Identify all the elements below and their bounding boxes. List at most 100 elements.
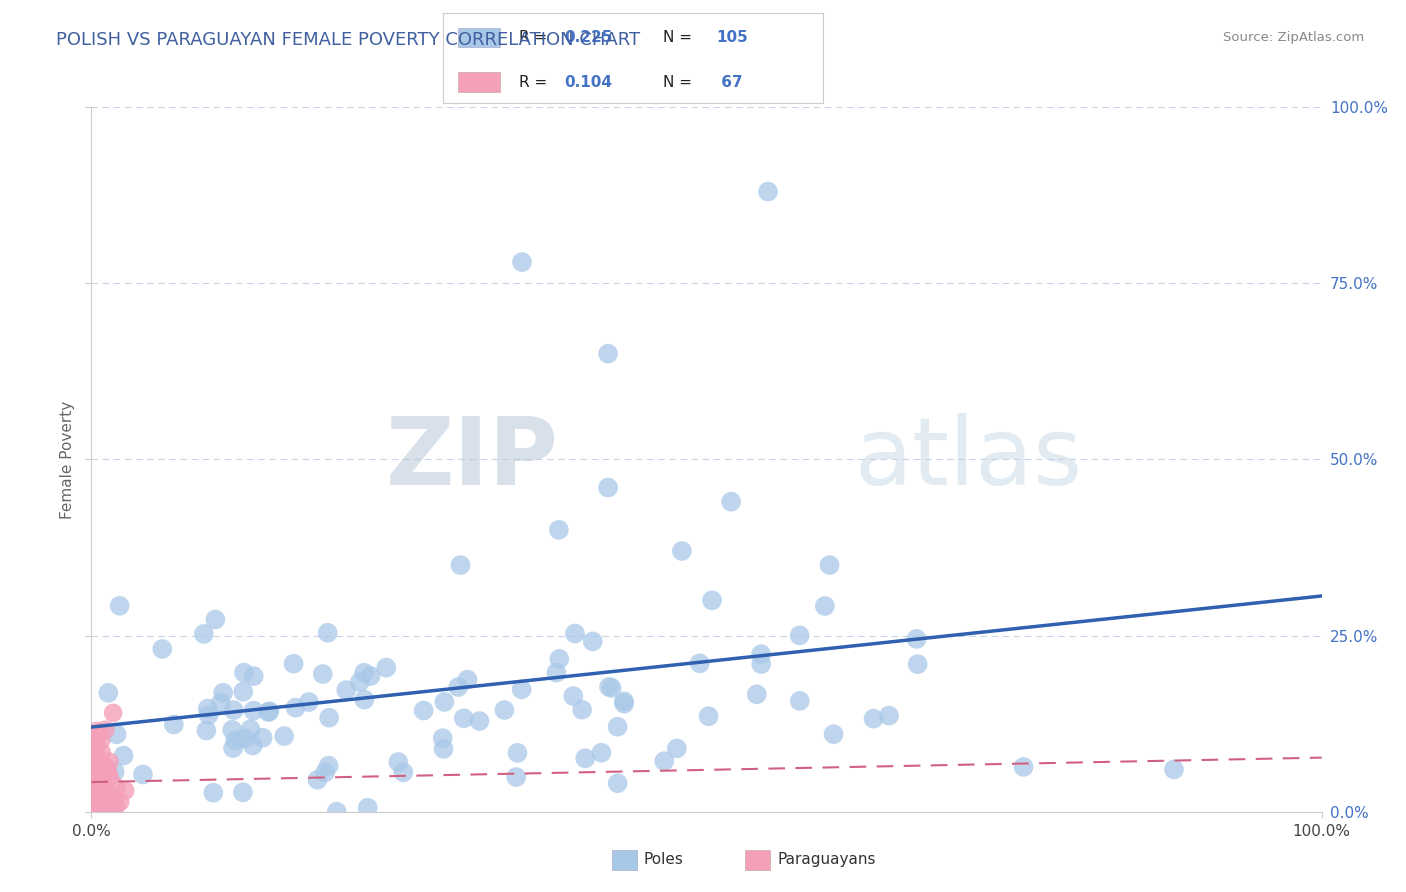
Point <box>82 765 104 780</box>
FancyBboxPatch shape <box>458 72 501 92</box>
Point <box>259 704 281 718</box>
Point <box>86 789 108 803</box>
Point <box>82 805 104 819</box>
Point <box>233 731 256 746</box>
Point <box>510 682 533 697</box>
Point <box>204 612 226 626</box>
Text: atlas: atlas <box>853 413 1083 506</box>
Point <box>80 783 103 797</box>
Point <box>98 755 121 769</box>
Point <box>105 780 128 795</box>
Point <box>84 738 107 752</box>
Point <box>453 711 475 725</box>
Point <box>212 686 235 700</box>
Point <box>239 722 262 736</box>
Point <box>432 742 454 756</box>
Point <box>150 642 173 657</box>
Point <box>392 765 415 780</box>
Text: 0.225: 0.225 <box>564 30 613 45</box>
Point <box>449 558 471 573</box>
Point <box>1012 760 1035 774</box>
Point <box>90 733 112 747</box>
Point <box>83 782 105 797</box>
Text: POLISH VS PARAGUAYAN FEMALE POVERTY CORRELATION CHART: POLISH VS PARAGUAYAN FEMALE POVERTY CORR… <box>56 31 640 49</box>
Point <box>87 790 110 805</box>
Point <box>591 746 613 760</box>
Point <box>273 729 295 743</box>
Y-axis label: Female Poverty: Female Poverty <box>60 401 76 518</box>
Point <box>86 748 108 763</box>
Text: ZIP: ZIP <box>387 413 558 506</box>
Point <box>108 795 131 809</box>
Point <box>546 665 568 680</box>
Point <box>83 799 105 814</box>
Point <box>700 593 723 607</box>
Point <box>108 599 131 613</box>
Point <box>82 775 104 789</box>
Point <box>318 711 340 725</box>
Point <box>749 647 772 661</box>
Point <box>353 692 375 706</box>
Point <box>80 778 103 792</box>
Point <box>87 793 110 807</box>
Point <box>209 696 232 710</box>
Point <box>606 776 628 790</box>
Point <box>574 751 596 765</box>
Point <box>82 746 104 760</box>
Point <box>387 755 409 769</box>
Point <box>83 789 105 804</box>
Point <box>562 689 585 703</box>
Point <box>86 804 108 818</box>
Point <box>83 789 105 804</box>
Point <box>547 523 569 537</box>
Point <box>314 765 336 780</box>
Point <box>689 657 711 671</box>
Text: 105: 105 <box>716 30 748 45</box>
Point <box>80 750 103 764</box>
Text: Source: ZipAtlas.com: Source: ZipAtlas.com <box>1223 31 1364 45</box>
Point <box>202 786 225 800</box>
Point <box>86 804 108 818</box>
Point <box>432 731 454 746</box>
Point <box>720 494 742 508</box>
Point <box>907 657 929 672</box>
Point <box>193 627 215 641</box>
Point <box>80 799 103 814</box>
Point <box>316 625 339 640</box>
Point <box>818 558 841 573</box>
Point <box>598 680 620 694</box>
Point <box>756 185 779 199</box>
Point <box>596 481 619 495</box>
Point <box>82 798 104 813</box>
Point <box>96 760 118 774</box>
Point <box>307 772 329 787</box>
Point <box>97 788 120 802</box>
Point <box>93 799 115 814</box>
Point <box>82 800 104 814</box>
Text: N =: N = <box>664 75 697 89</box>
Text: Poles: Poles <box>644 853 683 867</box>
Point <box>862 712 884 726</box>
Point <box>103 794 125 808</box>
Point <box>613 694 636 708</box>
Point <box>89 765 111 780</box>
Point <box>100 802 122 816</box>
Point <box>510 255 533 269</box>
Point <box>80 733 103 747</box>
Point <box>83 760 105 774</box>
Point <box>468 714 491 728</box>
Point <box>564 626 586 640</box>
Point <box>86 801 108 815</box>
Point <box>89 777 111 791</box>
Point <box>505 770 527 784</box>
Point <box>613 697 636 711</box>
Point <box>104 799 127 814</box>
Point <box>242 669 264 683</box>
Point <box>357 801 380 815</box>
Point <box>114 783 136 797</box>
Point <box>86 785 108 799</box>
Point <box>1163 763 1185 777</box>
Point <box>221 723 243 737</box>
Point <box>98 791 121 805</box>
Point <box>82 769 104 783</box>
